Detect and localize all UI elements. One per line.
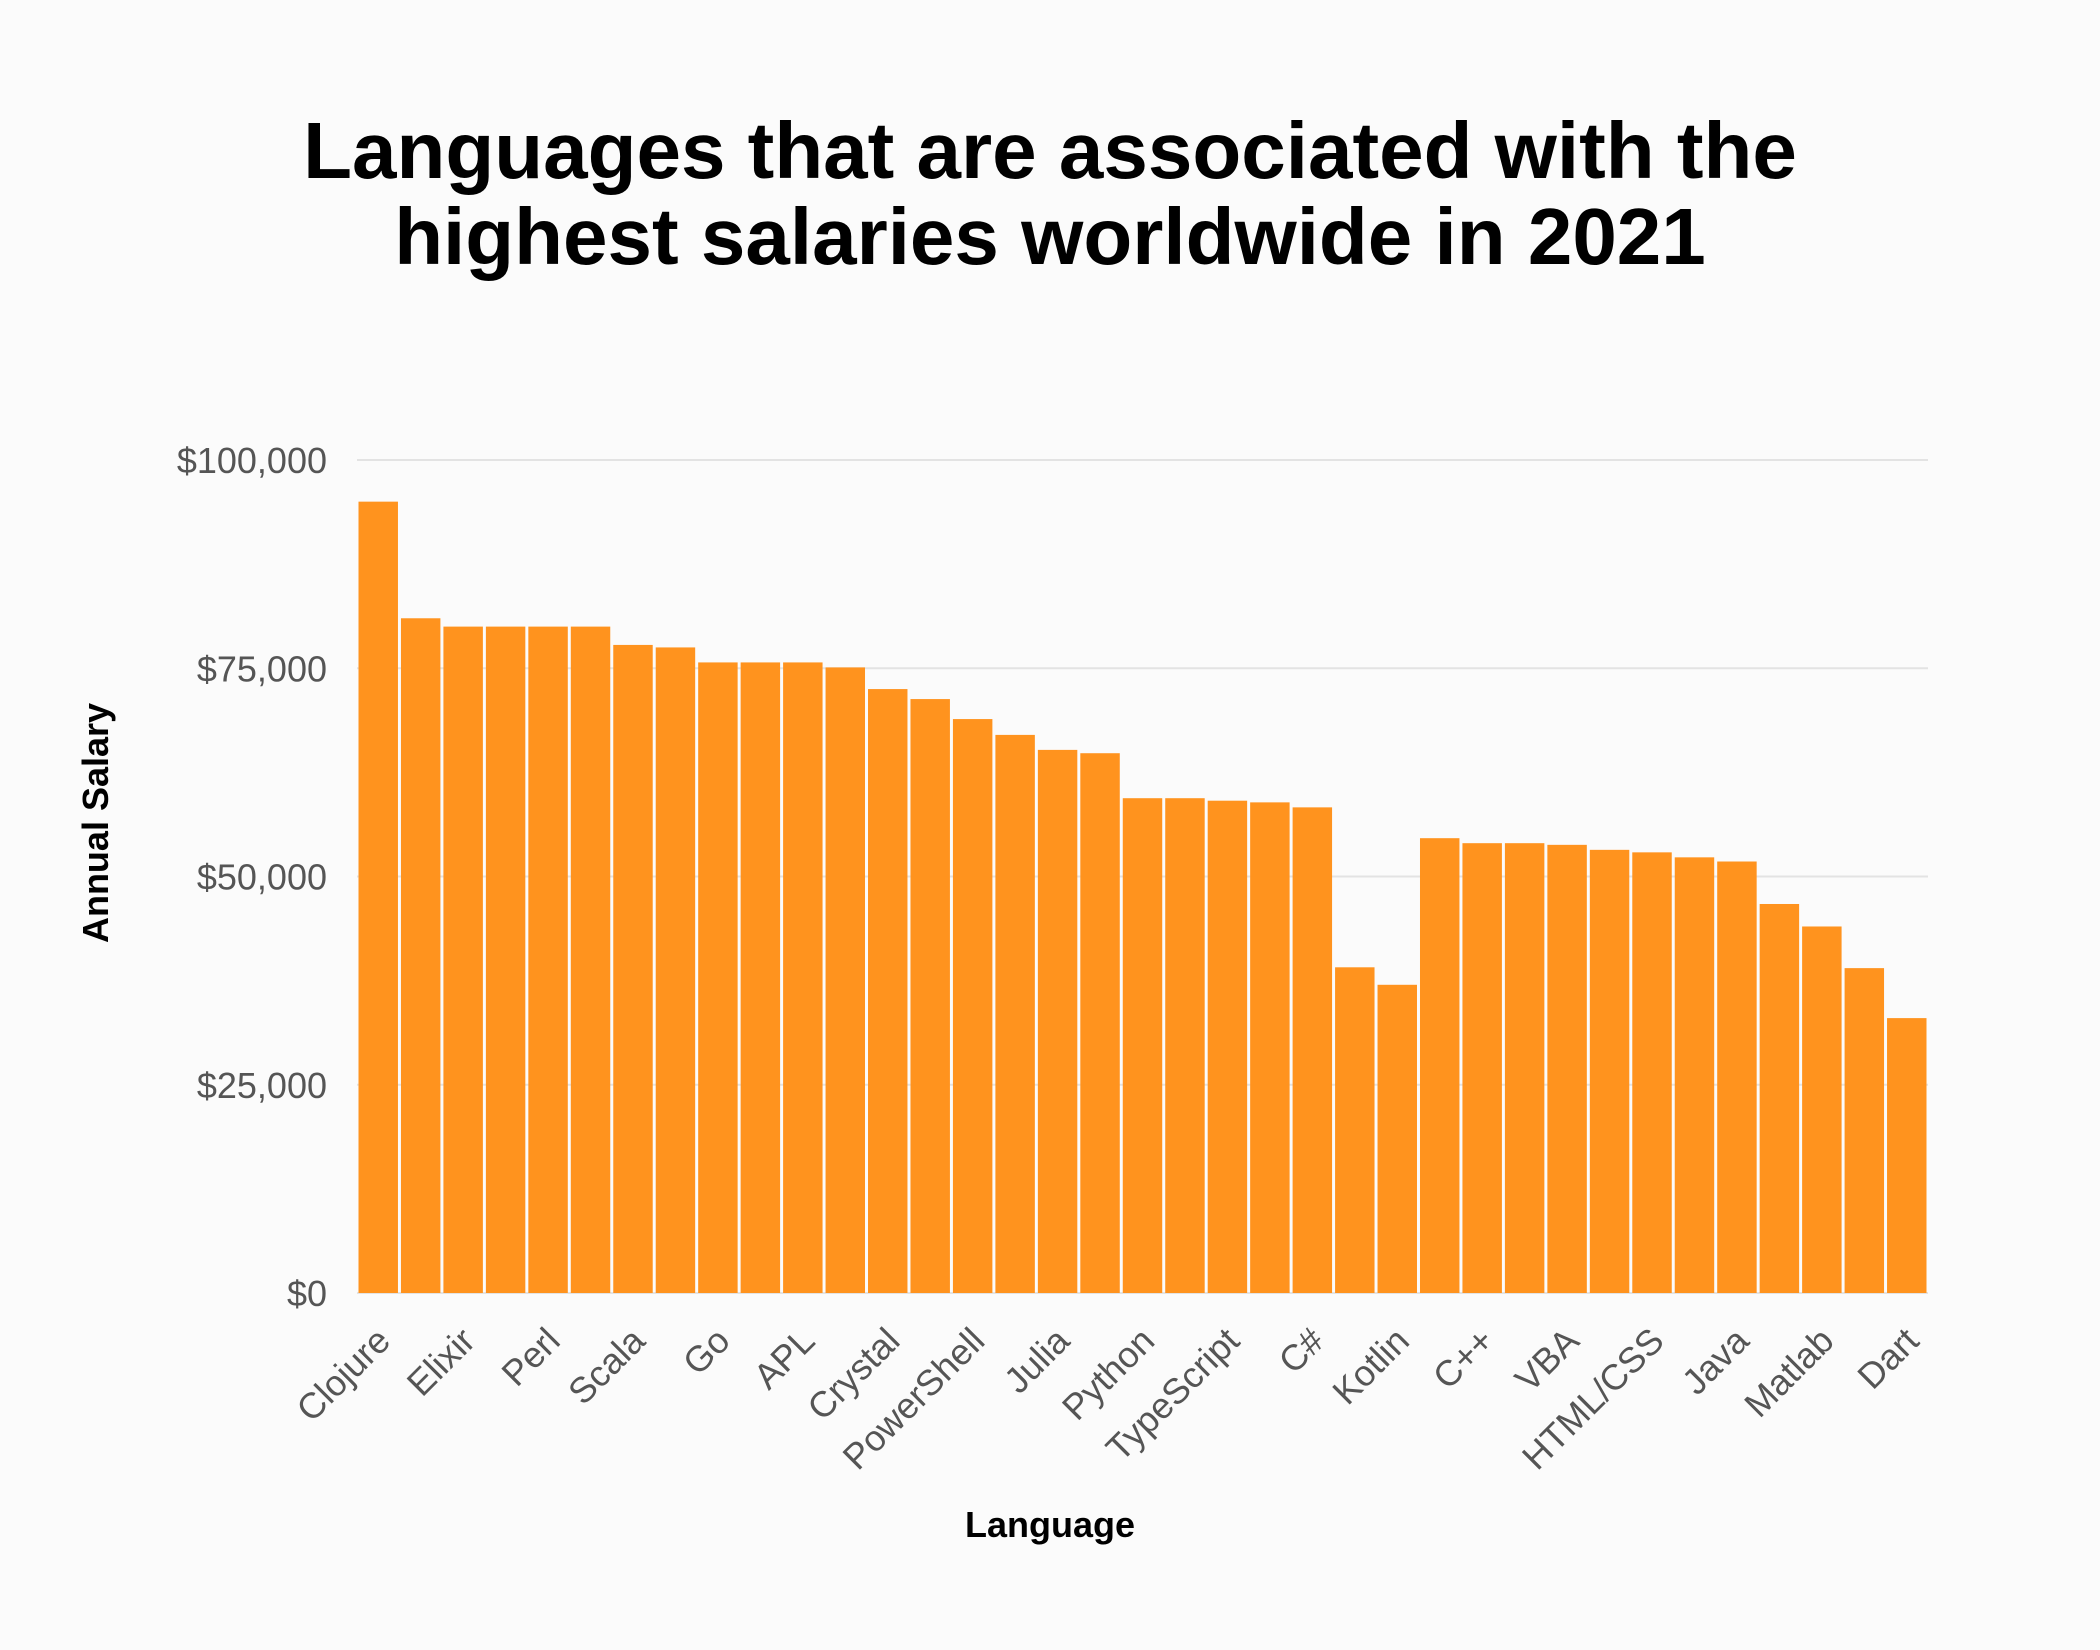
x-axis-label: Language <box>965 1504 1135 1545</box>
bar <box>443 626 483 1293</box>
x-tick-label: C# <box>1270 1320 1332 1382</box>
bar <box>868 689 908 1293</box>
x-tick-label: C++ <box>1425 1320 1502 1397</box>
bar <box>1122 798 1163 1293</box>
y-tick-label: $100,000 <box>177 440 327 481</box>
bar <box>400 618 441 1293</box>
bar <box>1887 1018 1927 1293</box>
bar <box>358 501 398 1293</box>
bar <box>1844 968 1885 1293</box>
bar <box>1080 753 1120 1293</box>
bar <box>1165 798 1205 1293</box>
bar <box>655 647 696 1293</box>
bar <box>1250 802 1290 1293</box>
bar <box>1589 849 1630 1293</box>
bar <box>1377 984 1417 1293</box>
bar <box>783 662 823 1293</box>
bars <box>358 501 1927 1293</box>
bar <box>995 734 1035 1293</box>
x-tick-label: Go <box>675 1320 738 1383</box>
bar <box>1504 843 1545 1293</box>
chart-title-line-1: Languages that are associated with the <box>303 106 1797 195</box>
x-tick-label: Scala <box>560 1319 653 1412</box>
x-tick-label: Perl <box>493 1320 567 1394</box>
y-axis-ticks: $0 $25,000 $50,000 $75,000 $100,000 <box>177 440 327 1314</box>
bar <box>1759 903 1800 1293</box>
bar <box>1419 838 1460 1293</box>
bar <box>1674 857 1715 1293</box>
x-tick-label: Elixir <box>399 1320 483 1404</box>
bar <box>1292 807 1333 1293</box>
bar <box>952 719 993 1293</box>
bar <box>698 662 738 1293</box>
chart-title-line-2: highest salaries worldwide in 2021 <box>394 192 1706 281</box>
bar <box>1335 967 1375 1293</box>
y-tick-label: $25,000 <box>197 1065 327 1106</box>
y-tick-label: $0 <box>287 1273 327 1314</box>
y-axis-label: Annual Salary <box>75 703 116 943</box>
bar <box>1717 861 1757 1293</box>
x-tick-label: Dart <box>1849 1320 1926 1397</box>
bar <box>740 662 781 1293</box>
chart-title: Languages that are associated with the h… <box>0 108 2100 280</box>
bar <box>485 626 526 1293</box>
bar <box>570 626 611 1293</box>
bar <box>1547 844 1587 1293</box>
bar <box>1462 843 1502 1293</box>
bar <box>528 626 568 1293</box>
x-tick-label: APL <box>745 1320 822 1397</box>
bar <box>1207 800 1248 1293</box>
bar <box>1802 926 1842 1293</box>
bar <box>910 699 950 1293</box>
bar <box>613 644 653 1293</box>
x-tick-label: Clojure <box>288 1320 398 1430</box>
bar <box>825 667 866 1293</box>
x-tick-label: Matlab <box>1736 1320 1841 1425</box>
y-tick-label: $75,000 <box>197 648 327 689</box>
x-tick-label: Kotlin <box>1324 1320 1417 1413</box>
bar <box>1037 749 1078 1293</box>
y-tick-label: $50,000 <box>197 857 327 898</box>
bar <box>1632 852 1672 1293</box>
